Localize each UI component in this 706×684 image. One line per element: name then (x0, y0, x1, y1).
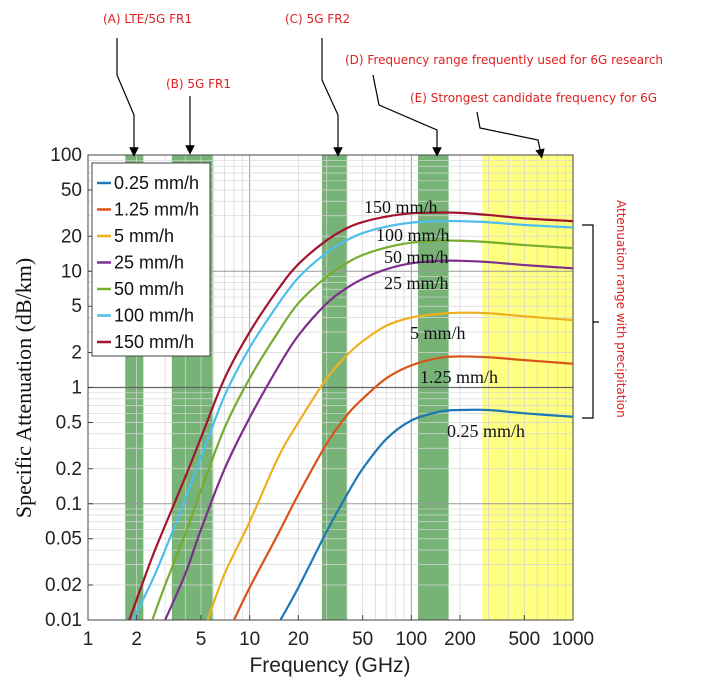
y-tick-label: 0.01 (45, 610, 82, 631)
x-tick-label: 100 (395, 629, 427, 650)
annotations: (A) LTE/5G FR1 (B) 5G FR1 (C) 5G FR2 (D)… (103, 12, 663, 419)
legend: 0.25 mm/h 1.25 mm/h 5 mm/h 25 mm/h 50 mm/h 10… (91, 162, 211, 357)
annotation-a: (A) LTE/5G FR1 (103, 12, 192, 26)
legend-box (91, 162, 211, 357)
x-tick-label: 2 (131, 629, 142, 650)
x-tick-label: 5 (196, 629, 207, 650)
series-label-1: 1.25 mm/h (420, 367, 498, 387)
y-tick-label: 100 (50, 145, 82, 166)
y-tick-label: 0.02 (45, 575, 82, 596)
x-axis-title: Frequency (GHz) (249, 654, 410, 677)
y-tick-label: 2 (71, 343, 82, 364)
y-axis-title: Specific Attenuation (dB/km) (11, 258, 36, 518)
y-tick-label: 0.5 (56, 412, 82, 433)
annotation-range: Attenuation range with precipitation (614, 200, 628, 418)
series-line-6 (128, 211, 573, 620)
arrow-d (372, 74, 442, 157)
y-tick-label: 0.2 (56, 459, 82, 480)
x-tick-label: 10 (239, 629, 260, 650)
y-tick-label: 0.1 (56, 494, 82, 515)
x-tick-label: 1 (83, 629, 94, 650)
legend-label-0: 0.25 mm/h (114, 173, 199, 193)
annotation-c: (C) 5G FR2 (285, 12, 350, 26)
annotation-b: (B) 5G FR1 (166, 77, 231, 91)
y-tick-label: 1 (71, 378, 82, 399)
legend-label-1: 1.25 mm/h (114, 200, 199, 220)
legend-label-5: 100 mm/h (114, 306, 194, 326)
legend-label-2: 5 mm/h (114, 226, 174, 246)
series-line-1 (233, 355, 573, 620)
series-label-2: 5 mm/h (410, 323, 466, 343)
x-tick-label: 20 (288, 629, 309, 650)
x-tick-label: 50 (352, 629, 373, 650)
arrow-c (321, 38, 343, 157)
arrow-a (116, 38, 139, 157)
y-tick-label: 5 (71, 296, 82, 317)
series-label-5: 100 mm/h (376, 225, 450, 245)
series-label-0: 0.25 mm/h (447, 421, 525, 441)
x-tick-label: 200 (444, 629, 476, 650)
x-tick-label: 1000 (552, 629, 594, 650)
series-line-2 (206, 311, 573, 620)
series-line-3 (164, 259, 573, 620)
annotation-e: (E) Strongest candidate frequency for 6G (410, 91, 657, 105)
series-label-4: 50 mm/h (384, 247, 449, 267)
series-lines (128, 211, 573, 620)
tick-labels: 1 2 5 10 20 50 100 200 500 1000 0.01 0.02 0.05 0.1 0.2… (45, 145, 594, 650)
series-line-0 (279, 408, 573, 620)
arrow-e (476, 111, 545, 159)
y-tick-label: 20 (61, 226, 82, 247)
series-label-3: 25 mm/h (384, 273, 449, 293)
attenuation-range-bracket (582, 224, 599, 419)
annotation-d: (D) Frequency range frequently used for … (345, 53, 663, 67)
series-line-5 (132, 219, 573, 620)
legend-label-6: 150 mm/h (114, 332, 194, 352)
legend-label-4: 50 mm/h (114, 279, 184, 299)
series-label-6: 150 mm/h (364, 197, 438, 217)
y-tick-label: 0.05 (45, 529, 82, 550)
y-tick-label: 50 (61, 180, 82, 201)
x-tick-label: 500 (508, 629, 540, 650)
series-line-4 (151, 239, 573, 620)
legend-label-3: 25 mm/h (114, 253, 184, 273)
y-tick-label: 10 (61, 261, 82, 282)
series-labels: 0.25 mm/h 1.25 mm/h 5 mm/h 25 mm/h 50 mm/h10… (364, 197, 525, 441)
